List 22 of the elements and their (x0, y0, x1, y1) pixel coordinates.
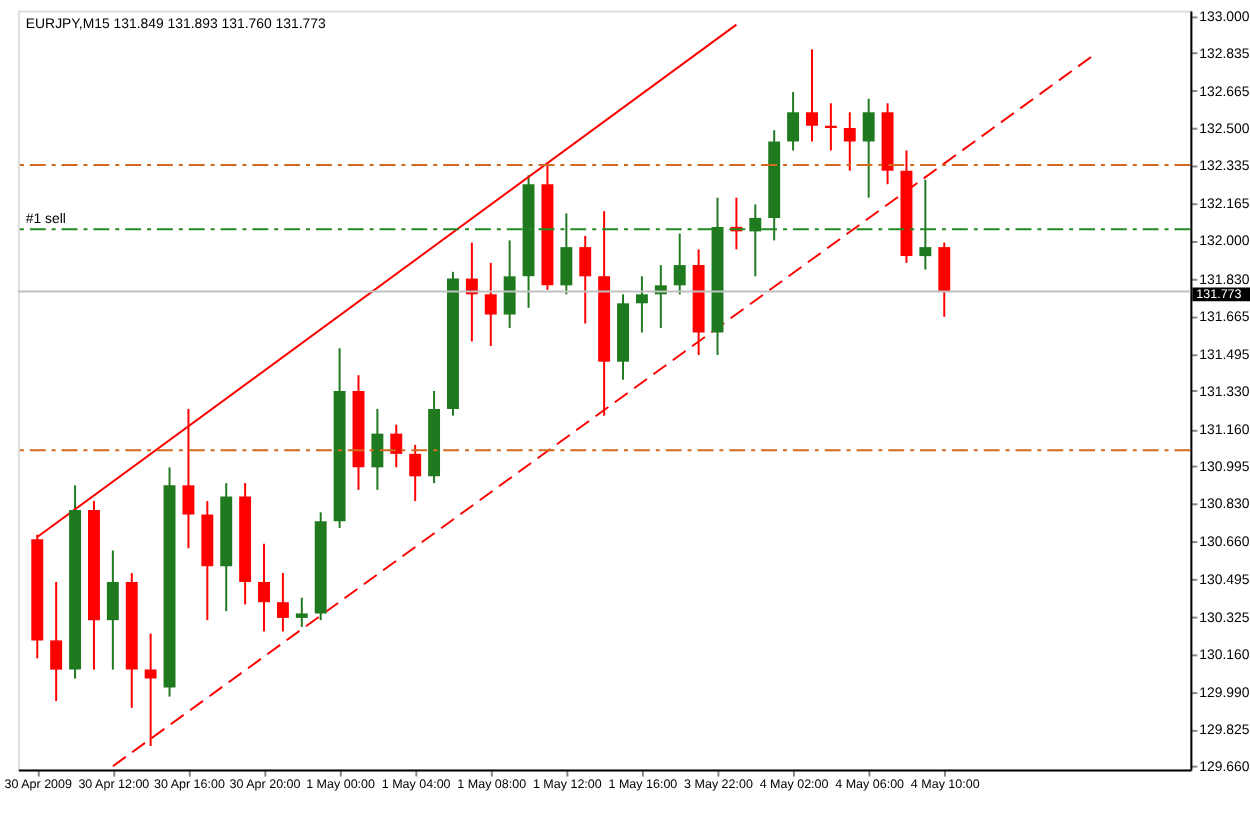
candlestick (50, 580, 63, 703)
candlestick (635, 275, 648, 334)
candlestick (295, 596, 308, 628)
candlestick (938, 241, 951, 318)
candlestick (390, 423, 403, 469)
candlestick (843, 111, 856, 172)
candlestick (371, 407, 384, 491)
candlestick (144, 632, 157, 748)
candlestick (106, 549, 119, 671)
candlestick (484, 261, 497, 347)
candlestick (579, 234, 592, 325)
candlestick (919, 178, 932, 271)
candlestick (276, 571, 289, 633)
candlestick (862, 97, 875, 199)
candlestick (409, 443, 422, 503)
candlestick (673, 232, 686, 296)
candlestick (749, 203, 762, 278)
candlestick (787, 91, 800, 152)
candlestick (258, 542, 270, 633)
candlestick (560, 212, 573, 296)
candlestick (806, 48, 818, 143)
candlestick (503, 239, 516, 330)
